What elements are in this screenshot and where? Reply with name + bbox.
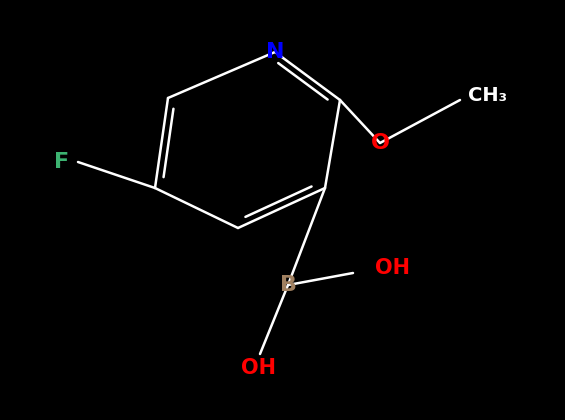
Text: N: N: [266, 42, 284, 62]
Text: O: O: [371, 133, 389, 153]
Text: F: F: [54, 152, 69, 172]
Text: B: B: [280, 275, 297, 295]
Text: OH: OH: [241, 358, 276, 378]
Text: OH: OH: [375, 258, 410, 278]
Text: CH₃: CH₃: [468, 86, 507, 105]
